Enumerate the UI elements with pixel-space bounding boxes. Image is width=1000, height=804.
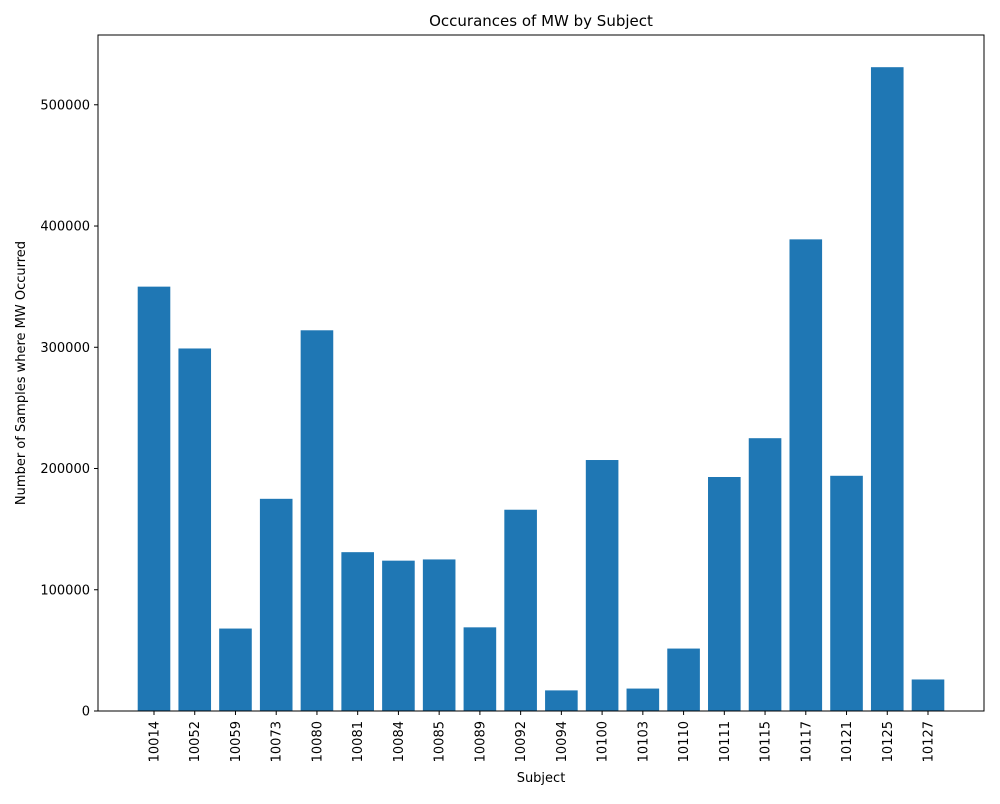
x-tick-label: 10121: [840, 721, 855, 762]
bar-10121: [830, 475, 863, 711]
x-tick-label: 10117: [799, 721, 814, 762]
x-axis: 10014 10052 10059 10073 10080 10081 10084 10085…: [148, 711, 937, 762]
x-tick-label: 10059: [229, 721, 244, 762]
x-tick-label: 10127: [922, 721, 937, 762]
plot-frame: [97, 34, 985, 712]
x-tick-label: 10125: [881, 721, 896, 762]
bar-10052: [178, 348, 212, 711]
bar-10117: [789, 239, 823, 712]
bar-10080: [300, 330, 334, 711]
y-axis-label: Number of Samples where MW Occurred: [14, 241, 29, 505]
y-tick-label: 0: [82, 705, 90, 720]
x-tick-label: 10081: [351, 721, 366, 762]
bar-10111: [708, 477, 741, 711]
x-tick-label: 10014: [148, 721, 163, 762]
bar-10127: [911, 679, 945, 711]
x-tick-label: 10089: [473, 721, 488, 762]
y-tick-label: 500000: [40, 98, 90, 113]
chart-title: Occurances of MW by Subject: [429, 12, 653, 30]
y-tick-label: 400000: [40, 220, 90, 235]
x-tick-label: 10111: [718, 721, 733, 762]
bar-10059: [219, 628, 252, 711]
bar-10094: [545, 690, 578, 711]
x-tick-label: 10103: [636, 721, 651, 762]
x-tick-label: 10080: [310, 721, 325, 762]
x-tick-label: 10110: [677, 721, 692, 762]
bar-10100: [585, 460, 619, 711]
bar-10081: [341, 552, 374, 711]
bar-10085: [422, 559, 456, 711]
bar-10084: [382, 560, 415, 711]
bar-10073: [259, 498, 293, 711]
bar-10125: [870, 67, 904, 711]
x-tick-label: 10085: [433, 721, 448, 762]
bar-10089: [463, 627, 497, 711]
x-tick-label: 10100: [596, 721, 611, 762]
y-tick-label: 100000: [40, 583, 90, 598]
bar-10115: [748, 438, 782, 711]
x-axis-label: Subject: [517, 771, 566, 786]
x-tick-label: 10094: [555, 721, 570, 762]
bar-10014: [137, 286, 171, 711]
bar-10110: [667, 648, 700, 711]
x-tick-label: 10115: [759, 721, 774, 762]
x-tick-label: 10073: [270, 721, 285, 762]
y-tick-label: 300000: [40, 341, 90, 356]
bar-10103: [626, 688, 660, 711]
bar-10092: [504, 509, 537, 711]
bars-group: [137, 67, 945, 712]
y-axis: 0 100000 200000 300000 400000 500000: [40, 98, 98, 720]
y-tick-label: 200000: [40, 462, 90, 477]
x-tick-label: 10084: [392, 721, 407, 762]
x-tick-label: 10052: [188, 721, 203, 762]
x-tick-label: 10092: [514, 721, 529, 762]
